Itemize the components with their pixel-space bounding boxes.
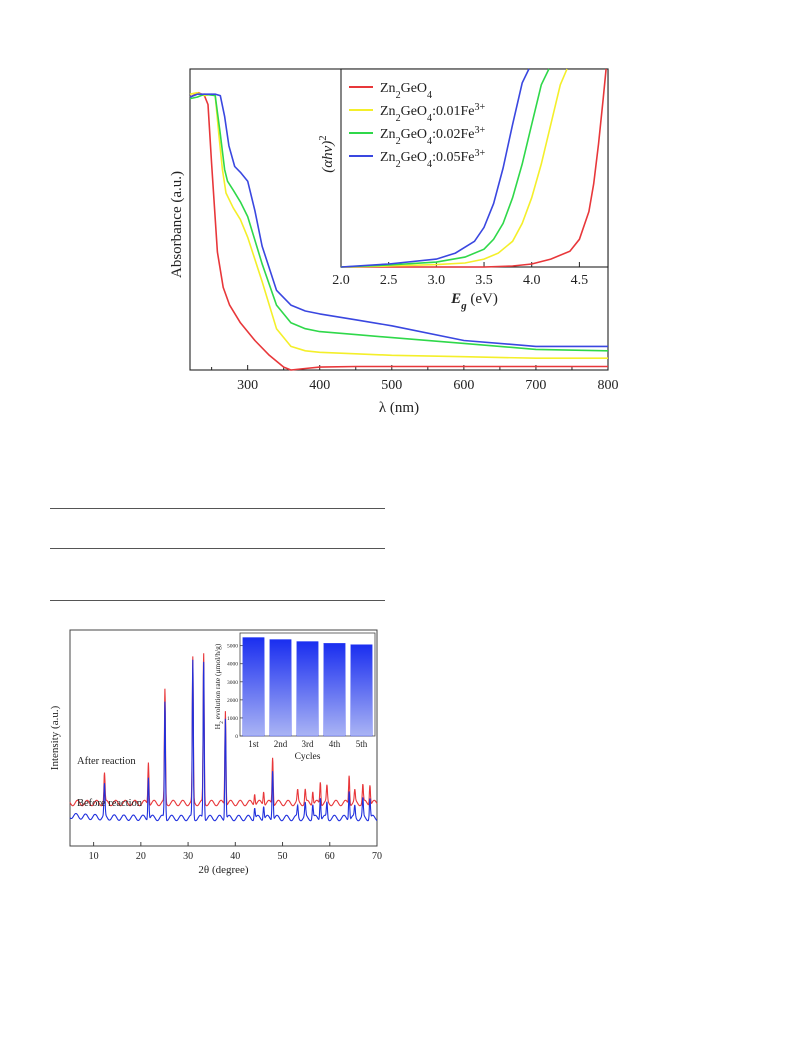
uv-x-tick-label: 800 <box>598 378 619 393</box>
xrd-inset-y-tick-label: 0 <box>235 734 238 740</box>
legend-label-3: Zn2GeO4:0.02Fe3+ <box>380 125 486 147</box>
xrd-annotation-after-reaction: After reaction <box>77 756 136 767</box>
uv-inset-series-line-2 <box>340 68 568 268</box>
xrd-inset-bar-4 <box>323 643 346 737</box>
uv-inset-x-axis-label: Eg (eV) <box>450 291 498 312</box>
xrd-inset-y-tick-label: 3000 <box>227 680 238 686</box>
table-rule-middle <box>50 548 385 549</box>
table-rule-bottom <box>50 600 385 601</box>
uv-inset-series-line-3 <box>340 68 550 268</box>
xrd-inset-bar-1 <box>242 637 265 737</box>
xrd-inset-x-tick-label: 2nd <box>274 739 288 749</box>
uv-inset-x-tick-label: 3.5 <box>475 273 493 288</box>
legend-label-1: Zn2GeO4 <box>380 81 432 101</box>
uv-inset-x-tick-label: 2.0 <box>332 273 350 288</box>
uv-y-axis-label: Absorbance (a.u.) <box>169 171 185 278</box>
xrd-inset-y-tick-label: 1000 <box>227 716 238 722</box>
xrd-inset-x-axis-label: Cycles <box>295 752 321 762</box>
uv-x-tick-label: 700 <box>525 378 546 393</box>
uv-inset-frame <box>340 68 609 268</box>
xrd-inset-y-tick-label: 4000 <box>227 662 238 668</box>
uv-series-line-1 <box>189 91 608 371</box>
xrd-inset-y-tick-label: 5000 <box>227 644 238 650</box>
legend-label-2: Zn2GeO4:0.01Fe3+ <box>380 102 486 124</box>
xrd-x-tick-label: 60 <box>325 851 335 862</box>
xrd-annotation-before-reaction: Before reaction <box>77 798 143 809</box>
xrd-x-tick-label: 40 <box>230 851 240 862</box>
uv-vis-absorbance-chart: 300 400 500 600 700 800 λ (nm) Absorbance (a.u.… <box>169 68 619 416</box>
uv-x-tick-label: 500 <box>381 378 402 393</box>
xrd-inset-x-tick-label: 3rd <box>302 739 314 749</box>
xrd-x-tick-label: 50 <box>278 851 288 862</box>
uv-inset-x-tick-label: 3.0 <box>428 273 446 288</box>
uv-x-tick-label: 600 <box>453 378 474 393</box>
xrd-series-line-2 <box>69 659 378 822</box>
uv-x-tick-label: 300 <box>237 378 258 393</box>
uv-inset-x-tick-label: 4.0 <box>523 273 541 288</box>
xrd-x-tick-label: 30 <box>183 851 193 862</box>
uv-inset-series-line-4 <box>340 68 530 268</box>
uv-series-line-3 <box>189 93 609 352</box>
xrd-x-tick-label: 20 <box>136 851 146 862</box>
table-rule-top <box>50 508 385 509</box>
xrd-inset-y-axis-label: H2 evolution rate (μmol/h/g) <box>213 643 225 729</box>
xrd-inset-bar-5 <box>350 644 373 737</box>
xrd-series-line-1 <box>69 653 378 807</box>
xrd-x-tick-label: 70 <box>372 851 382 862</box>
xrd-x-axis-label: 2θ (degree) <box>198 864 248 876</box>
legend-label-4: Zn2GeO4:0.05Fe3+ <box>380 148 486 170</box>
uv-x-tick-label: 400 <box>309 378 330 393</box>
xrd-pattern-chart: 10 20 30 40 50 60 70 2θ (degree) Intensity (a.u.… <box>49 629 382 876</box>
xrd-inset-x-tick-label: 5th <box>356 739 368 749</box>
uv-inset-x-tick-label: 4.5 <box>571 273 589 288</box>
uv-inset-x-tick-label: 2.5 <box>380 273 398 288</box>
uv-x-axis-label: λ (nm) <box>379 400 419 416</box>
uv-series-line-4 <box>189 93 608 348</box>
xrd-plot-frame <box>69 629 378 847</box>
xrd-inset-bar-3 <box>296 641 319 737</box>
xrd-inset-x-tick-label: 1st <box>248 739 259 749</box>
uv-inset-y-axis-label: (αhν)2 <box>317 135 336 172</box>
xrd-y-axis-label: Intensity (a.u.) <box>49 705 61 770</box>
uv-inset-series-line-1 <box>341 68 607 268</box>
xrd-inset-y-tick-label: 2000 <box>227 698 238 704</box>
xrd-inset-x-tick-label: 4th <box>329 739 341 749</box>
xrd-inset-bar-2 <box>269 639 292 737</box>
xrd-x-tick-label: 10 <box>89 851 99 862</box>
